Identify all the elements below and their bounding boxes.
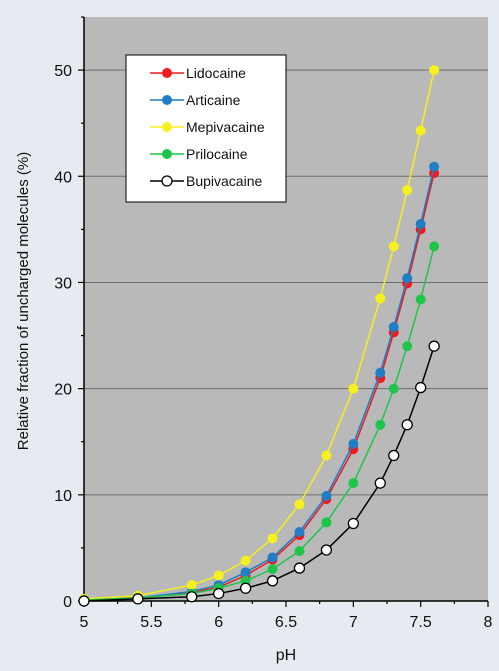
y-tick-label: 20: [54, 382, 72, 399]
legend-label: Bupivacaine: [186, 173, 262, 189]
data-point-mepivacaine: [402, 185, 413, 196]
data-point-articaine: [348, 438, 359, 449]
data-point-mepivacaine: [267, 533, 278, 544]
series-articaine: [79, 161, 440, 605]
data-point-prilocaine: [267, 564, 278, 575]
legend-label: Lidocaine: [186, 65, 246, 81]
x-tick-label: 7.5: [410, 614, 432, 631]
legend-marker: [162, 95, 172, 105]
data-point-mepivacaine: [213, 570, 224, 581]
x-axis-label: pH: [276, 647, 296, 664]
y-tick-label: 50: [54, 63, 72, 80]
y-tick-label: 10: [54, 488, 72, 505]
data-point-bupivacaine: [239, 582, 252, 594]
series-prilocaine: [79, 241, 440, 605]
data-point-articaine: [321, 490, 332, 501]
data-point-prilocaine: [321, 517, 332, 528]
y-tick-label: 30: [54, 275, 72, 292]
data-point-bupivacaine: [293, 562, 306, 574]
data-point-bupivacaine: [347, 517, 359, 530]
data-point-articaine: [415, 219, 426, 230]
legend-box: [125, 54, 287, 203]
data-point-prilocaine: [429, 241, 440, 252]
data-point-mepivacaine: [348, 383, 359, 394]
data-point-prilocaine: [375, 419, 386, 430]
legend-label: Mepivacaine: [186, 119, 265, 135]
data-point-mepivacaine: [186, 580, 197, 591]
x-tick-label: 6.5: [275, 614, 297, 631]
data-point-prilocaine: [348, 478, 359, 489]
legend-item: Bupivacaine: [150, 173, 262, 189]
data-point-articaine: [429, 161, 440, 172]
data-point-bupivacaine: [213, 587, 225, 600]
data-point-articaine: [388, 322, 399, 333]
data-point-articaine: [267, 552, 278, 563]
legend-marker: [161, 175, 173, 187]
data-point-bupivacaine: [388, 449, 400, 462]
x-tick-label: 6: [214, 614, 223, 631]
data-point-mepivacaine: [294, 499, 305, 510]
x-tick-label: 5.5: [140, 614, 162, 631]
legend-item: Articaine: [150, 92, 241, 108]
data-point-prilocaine: [388, 383, 399, 394]
legend-item: Prilocaine: [150, 146, 248, 162]
data-point-mepivacaine: [240, 555, 251, 566]
data-point-prilocaine: [415, 294, 426, 305]
legend-marker: [162, 122, 172, 132]
data-point-prilocaine: [402, 341, 413, 352]
data-point-bupivacaine: [320, 544, 333, 556]
data-point-mepivacaine: [321, 450, 332, 461]
data-point-bupivacaine: [415, 381, 427, 394]
data-point-articaine: [375, 367, 386, 378]
data-point-prilocaine: [294, 546, 305, 557]
legend-marker: [162, 68, 172, 78]
y-axis-label: Relative fraction of uncharged molecules…: [15, 152, 32, 450]
data-point-bupivacaine: [401, 419, 413, 431]
data-point-mepivacaine: [415, 125, 426, 136]
data-point-bupivacaine: [186, 591, 198, 603]
data-point-bupivacaine: [78, 595, 90, 607]
data-point-articaine: [294, 526, 305, 537]
data-point-articaine: [240, 567, 251, 578]
legend-marker: [162, 149, 172, 159]
legend-label: Prilocaine: [186, 146, 248, 162]
x-tick-label: 8: [484, 614, 493, 631]
data-point-mepivacaine: [375, 293, 386, 304]
data-point-mepivacaine: [388, 241, 399, 252]
y-tick-label: 40: [54, 169, 72, 186]
y-tick-label: 0: [63, 594, 72, 611]
x-tick-label: 7: [349, 614, 358, 631]
legend-label: Articaine: [186, 92, 241, 108]
data-point-bupivacaine: [266, 575, 279, 587]
series-bupivacaine: [78, 340, 440, 607]
data-point-bupivacaine: [132, 593, 144, 605]
legend-item: Mepivacaine: [150, 119, 265, 135]
data-point-mepivacaine: [429, 65, 440, 76]
data-point-articaine: [402, 273, 413, 284]
data-point-bupivacaine: [428, 340, 440, 352]
legend-item: Lidocaine: [150, 65, 246, 81]
data-point-bupivacaine: [374, 477, 386, 489]
x-tick-label: 5: [80, 614, 89, 631]
